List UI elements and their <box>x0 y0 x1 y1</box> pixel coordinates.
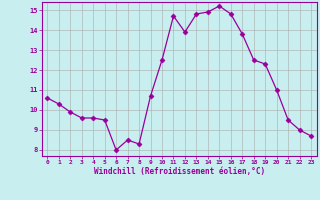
X-axis label: Windchill (Refroidissement éolien,°C): Windchill (Refroidissement éolien,°C) <box>94 167 265 176</box>
